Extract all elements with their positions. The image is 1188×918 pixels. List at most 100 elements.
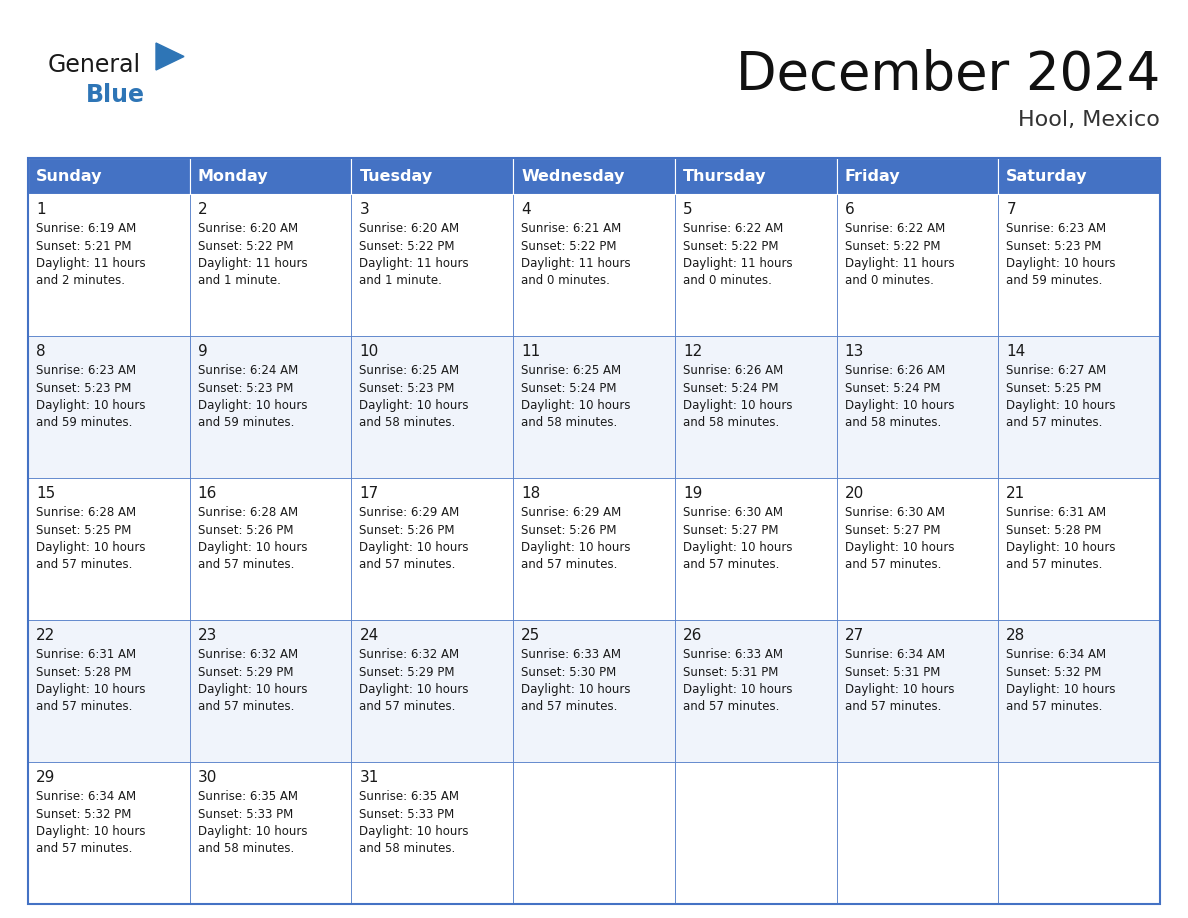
Bar — [190, 620, 352, 762]
Text: Sunset: 5:31 PM: Sunset: 5:31 PM — [845, 666, 940, 678]
Text: Sunrise: 6:33 AM: Sunrise: 6:33 AM — [683, 648, 783, 662]
Text: Sunset: 5:28 PM: Sunset: 5:28 PM — [36, 666, 132, 678]
Text: Sunrise: 6:22 AM: Sunrise: 6:22 AM — [683, 222, 783, 236]
Text: 31: 31 — [360, 770, 379, 786]
Text: and 57 minutes.: and 57 minutes. — [845, 558, 941, 572]
Text: Sunrise: 6:28 AM: Sunrise: 6:28 AM — [36, 507, 137, 520]
Text: Sunset: 5:22 PM: Sunset: 5:22 PM — [845, 240, 940, 252]
Text: and 58 minutes.: and 58 minutes. — [683, 417, 779, 430]
Text: and 57 minutes.: and 57 minutes. — [197, 700, 295, 713]
Bar — [29, 158, 190, 194]
Text: 4: 4 — [522, 203, 531, 218]
Text: Daylight: 10 hours: Daylight: 10 hours — [360, 399, 469, 412]
Text: and 59 minutes.: and 59 minutes. — [1006, 274, 1102, 287]
Text: Daylight: 10 hours: Daylight: 10 hours — [36, 825, 145, 838]
Text: Sunrise: 6:27 AM: Sunrise: 6:27 AM — [1006, 364, 1106, 377]
Bar — [675, 194, 836, 336]
Text: Sunrise: 6:29 AM: Sunrise: 6:29 AM — [360, 507, 460, 520]
Bar — [836, 478, 998, 620]
Text: 14: 14 — [1006, 344, 1025, 360]
Bar — [513, 762, 675, 904]
Text: Sunrise: 6:24 AM: Sunrise: 6:24 AM — [197, 364, 298, 377]
Text: Sunset: 5:33 PM: Sunset: 5:33 PM — [360, 808, 455, 821]
Bar — [513, 478, 675, 620]
Text: and 57 minutes.: and 57 minutes. — [36, 558, 132, 572]
Text: Daylight: 11 hours: Daylight: 11 hours — [360, 258, 469, 271]
Bar — [352, 620, 513, 762]
Text: and 57 minutes.: and 57 minutes. — [36, 843, 132, 856]
Text: Sunset: 5:23 PM: Sunset: 5:23 PM — [360, 382, 455, 395]
Text: and 59 minutes.: and 59 minutes. — [36, 417, 132, 430]
Text: and 0 minutes.: and 0 minutes. — [522, 274, 609, 287]
Text: Sunset: 5:23 PM: Sunset: 5:23 PM — [197, 382, 293, 395]
Text: and 57 minutes.: and 57 minutes. — [1006, 417, 1102, 430]
Text: Daylight: 10 hours: Daylight: 10 hours — [845, 684, 954, 697]
Text: Sunset: 5:27 PM: Sunset: 5:27 PM — [845, 523, 940, 536]
Text: Sunrise: 6:34 AM: Sunrise: 6:34 AM — [36, 790, 137, 803]
Bar — [998, 478, 1159, 620]
Text: Monday: Monday — [197, 169, 268, 184]
Text: Daylight: 10 hours: Daylight: 10 hours — [360, 542, 469, 554]
Text: 20: 20 — [845, 487, 864, 501]
Text: and 58 minutes.: and 58 minutes. — [522, 417, 618, 430]
Text: 3: 3 — [360, 203, 369, 218]
Text: Daylight: 10 hours: Daylight: 10 hours — [1006, 258, 1116, 271]
Text: Sunrise: 6:23 AM: Sunrise: 6:23 AM — [1006, 222, 1106, 236]
Text: Daylight: 11 hours: Daylight: 11 hours — [197, 258, 308, 271]
Text: Sunrise: 6:23 AM: Sunrise: 6:23 AM — [36, 364, 137, 377]
Text: Sunset: 5:22 PM: Sunset: 5:22 PM — [360, 240, 455, 252]
Text: Daylight: 10 hours: Daylight: 10 hours — [845, 542, 954, 554]
Bar — [998, 158, 1159, 194]
Text: Daylight: 11 hours: Daylight: 11 hours — [683, 258, 792, 271]
Text: and 58 minutes.: and 58 minutes. — [360, 843, 456, 856]
Text: 22: 22 — [36, 629, 56, 644]
Text: Sunset: 5:27 PM: Sunset: 5:27 PM — [683, 523, 778, 536]
Text: Sunset: 5:21 PM: Sunset: 5:21 PM — [36, 240, 132, 252]
Bar — [29, 762, 190, 904]
Text: Sunset: 5:32 PM: Sunset: 5:32 PM — [1006, 666, 1101, 678]
Bar — [836, 336, 998, 478]
Text: Sunrise: 6:34 AM: Sunrise: 6:34 AM — [1006, 648, 1106, 662]
Bar — [29, 620, 190, 762]
Text: 27: 27 — [845, 629, 864, 644]
Text: and 57 minutes.: and 57 minutes. — [1006, 558, 1102, 572]
Text: Sunset: 5:26 PM: Sunset: 5:26 PM — [197, 523, 293, 536]
Text: and 57 minutes.: and 57 minutes. — [683, 558, 779, 572]
Text: 6: 6 — [845, 203, 854, 218]
Text: Wednesday: Wednesday — [522, 169, 625, 184]
Text: 30: 30 — [197, 770, 217, 786]
Text: Daylight: 10 hours: Daylight: 10 hours — [522, 542, 631, 554]
Bar — [352, 762, 513, 904]
Text: and 58 minutes.: and 58 minutes. — [360, 417, 456, 430]
Text: Daylight: 10 hours: Daylight: 10 hours — [197, 684, 308, 697]
Text: and 57 minutes.: and 57 minutes. — [360, 558, 456, 572]
Text: Daylight: 10 hours: Daylight: 10 hours — [1006, 399, 1116, 412]
Text: Sunrise: 6:25 AM: Sunrise: 6:25 AM — [522, 364, 621, 377]
Bar — [29, 336, 190, 478]
Text: 17: 17 — [360, 487, 379, 501]
Text: Sunrise: 6:33 AM: Sunrise: 6:33 AM — [522, 648, 621, 662]
Text: 25: 25 — [522, 629, 541, 644]
Bar — [190, 478, 352, 620]
Bar — [836, 158, 998, 194]
Text: Sunrise: 6:35 AM: Sunrise: 6:35 AM — [197, 790, 298, 803]
Bar — [513, 158, 675, 194]
Text: Sunrise: 6:35 AM: Sunrise: 6:35 AM — [360, 790, 460, 803]
Text: 21: 21 — [1006, 487, 1025, 501]
Bar — [29, 158, 1159, 904]
Text: Sunset: 5:31 PM: Sunset: 5:31 PM — [683, 666, 778, 678]
Text: Daylight: 10 hours: Daylight: 10 hours — [683, 542, 792, 554]
Text: 10: 10 — [360, 344, 379, 360]
Text: 5: 5 — [683, 203, 693, 218]
Text: Daylight: 11 hours: Daylight: 11 hours — [845, 258, 954, 271]
Text: Daylight: 10 hours: Daylight: 10 hours — [360, 684, 469, 697]
Bar — [352, 158, 513, 194]
Bar — [29, 478, 190, 620]
Text: Sunset: 5:25 PM: Sunset: 5:25 PM — [1006, 382, 1101, 395]
Text: Sunrise: 6:31 AM: Sunrise: 6:31 AM — [36, 648, 137, 662]
Text: and 57 minutes.: and 57 minutes. — [522, 700, 618, 713]
Text: Daylight: 10 hours: Daylight: 10 hours — [197, 399, 308, 412]
Text: Sunset: 5:33 PM: Sunset: 5:33 PM — [197, 808, 293, 821]
Text: 15: 15 — [36, 487, 56, 501]
Text: and 58 minutes.: and 58 minutes. — [845, 417, 941, 430]
